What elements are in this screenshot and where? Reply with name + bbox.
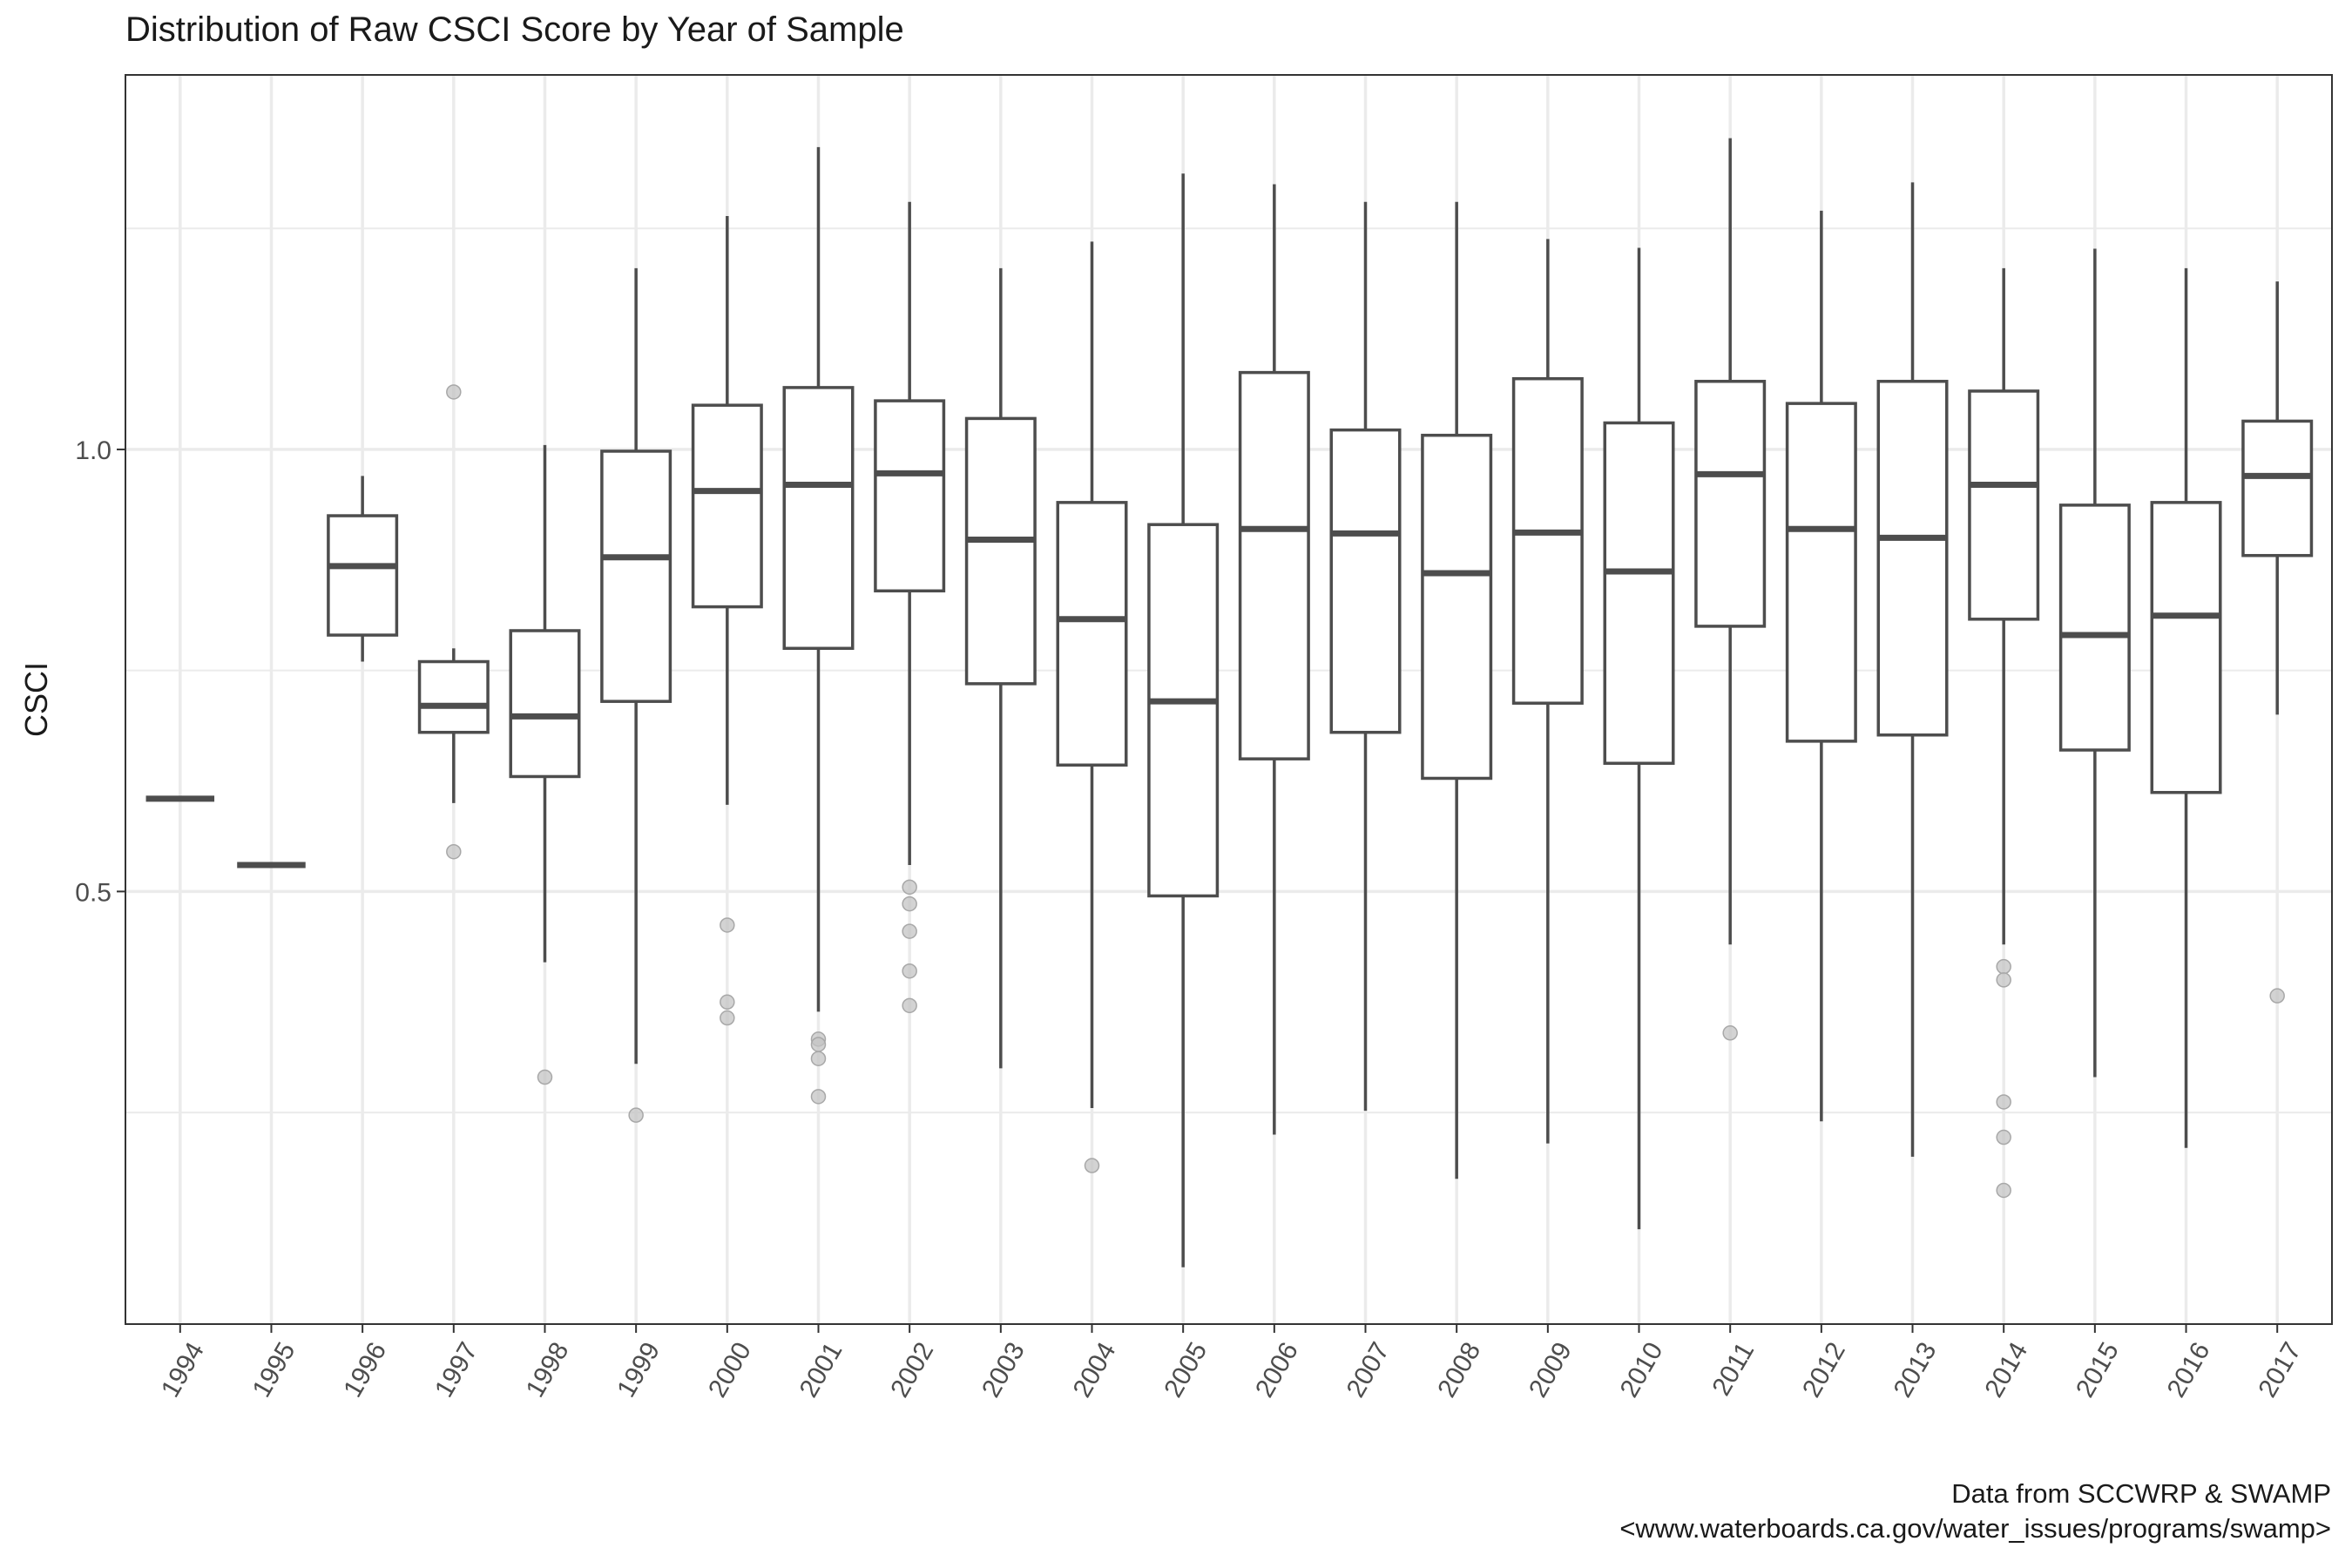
box-iqr — [1147, 523, 1220, 898]
x-tick-label: 2010 — [1615, 1337, 1669, 1402]
box-iqr — [1603, 421, 1675, 765]
outlier-point — [1084, 1158, 1100, 1173]
box-iqr — [1329, 428, 1402, 734]
outlier-point — [446, 384, 462, 400]
box-iqr — [600, 449, 672, 703]
x-tick-label: 2016 — [2162, 1337, 2216, 1402]
outlier-point — [810, 1089, 827, 1105]
box-iqr — [691, 403, 763, 609]
outlier-point — [810, 1051, 827, 1066]
box-iqr — [509, 629, 581, 779]
box-iqr — [782, 386, 855, 651]
box-iqr — [1785, 402, 1857, 743]
y-tick-label: 0.5 — [75, 878, 112, 907]
box-iqr — [1421, 433, 1493, 781]
outlier-point — [902, 963, 917, 979]
outlier-point — [446, 843, 462, 860]
outlier-point — [720, 1010, 735, 1026]
x-tick-label: 1999 — [612, 1337, 666, 1402]
box-iqr — [2150, 501, 2222, 794]
outlier-point — [902, 923, 917, 939]
box-iqr — [327, 514, 399, 637]
outlier-point — [720, 994, 735, 1010]
box-iqr — [417, 659, 490, 734]
outlier-point — [810, 1037, 827, 1052]
chart-caption: Data from SCCWRP & SWAMP <www.waterboard… — [1619, 1477, 2331, 1546]
boxplots — [145, 138, 2314, 1267]
x-tick-label: 2007 — [1342, 1337, 1396, 1402]
x-tick-label: 2005 — [1159, 1337, 1213, 1402]
chart-title: Distribution of Raw CSCI Score by Year o… — [125, 10, 904, 49]
outlier-point — [537, 1069, 553, 1085]
box-iqr — [1876, 380, 1949, 737]
x-tick-label: 1995 — [247, 1337, 301, 1402]
caption-line-source: Data from SCCWRP & SWAMP — [1951, 1478, 2331, 1509]
x-tick-label: 2012 — [1797, 1337, 1851, 1402]
outlier-point — [1996, 972, 2011, 988]
outlier-point — [1996, 958, 2011, 975]
x-tick-label: 2002 — [885, 1337, 939, 1402]
x-tick-label: 1994 — [156, 1337, 210, 1402]
outlier-point — [902, 997, 917, 1014]
box-iqr — [1056, 501, 1128, 767]
outlier-point — [1996, 1094, 2011, 1110]
x-tick-label: 2003 — [977, 1337, 1031, 1402]
caption-line-url: <www.waterboards.ca.gov/water_issues/pro… — [1619, 1513, 2331, 1544]
box-iqr — [1511, 376, 1584, 705]
box-iqr — [2058, 504, 2131, 752]
x-tick-label: 1997 — [429, 1337, 483, 1402]
x-tick-label: 2000 — [703, 1337, 757, 1402]
box-iqr — [1694, 380, 1767, 628]
x-tick-label: 2013 — [1889, 1337, 1943, 1402]
x-tick-label: 2011 — [1707, 1337, 1760, 1400]
outlier-point — [2269, 988, 2285, 1004]
panel-border — [125, 74, 2333, 1325]
x-tick-label: 2015 — [2071, 1337, 2125, 1402]
outlier-point — [902, 879, 917, 896]
outlier-point — [1996, 1129, 2011, 1146]
box-iqr — [874, 399, 946, 593]
outlier-point — [628, 1107, 644, 1123]
x-tick-label: 2004 — [1068, 1337, 1122, 1402]
outlier-points — [446, 384, 2285, 1199]
x-tick-label: 2006 — [1250, 1337, 1304, 1402]
y-axis-label: CSCI — [18, 662, 54, 737]
outlier-point — [720, 917, 735, 933]
y-tick-label: 1.0 — [75, 436, 112, 465]
x-tick-label: 2009 — [1524, 1337, 1578, 1402]
outlier-point — [1722, 1025, 1738, 1041]
outlier-point — [902, 896, 917, 912]
box-iqr — [1968, 389, 2040, 621]
x-tick-label: 2017 — [2253, 1337, 2307, 1402]
x-tick-label: 1998 — [521, 1337, 575, 1402]
box-iqr — [964, 416, 1037, 686]
box-iqr — [2241, 419, 2314, 558]
x-tick-label: 2008 — [1432, 1337, 1486, 1402]
box-iqr — [1238, 370, 1310, 760]
x-tick-label: 2001 — [794, 1337, 848, 1402]
x-tick-label: 2014 — [1979, 1337, 2033, 1402]
x-tick-label: 1996 — [338, 1337, 392, 1402]
outlier-point — [1996, 1182, 2011, 1199]
